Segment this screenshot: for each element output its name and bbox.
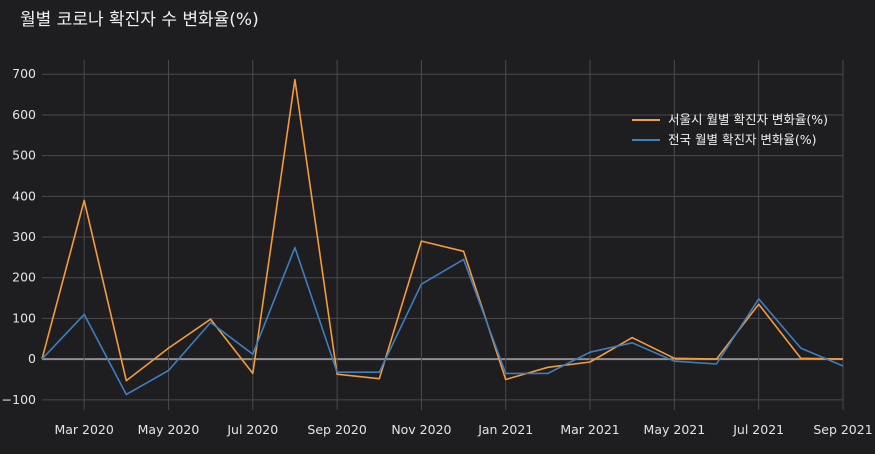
- y-tick-label: 700: [12, 66, 36, 81]
- x-tick-label: Mar 2020: [54, 422, 113, 437]
- y-tick-label: 100: [12, 310, 36, 325]
- legend-label: 전국 월별 확진자 변화율(%): [668, 132, 817, 147]
- x-tick-label: May 2021: [644, 422, 706, 437]
- x-tick-label: Jan 2021: [477, 422, 533, 437]
- x-tick-label: Nov 2020: [391, 422, 451, 437]
- legend-item[interactable]: 서울시 월별 확진자 변화율(%): [632, 112, 828, 127]
- y-tick-label: 300: [12, 229, 36, 244]
- legend-label: 서울시 월별 확진자 변화율(%): [668, 112, 828, 127]
- x-tick-label: Mar 2021: [560, 422, 619, 437]
- legend[interactable]: 서울시 월별 확진자 변화율(%) 전국 월별 확진자 변화율(%): [632, 112, 828, 147]
- chart-title: 월별 코로나 확진자 수 변화율(%): [20, 10, 259, 30]
- series-lines: [41, 78, 844, 396]
- y-axis-ticks: −100 0 100 200 300 400 500 600 700: [2, 66, 36, 407]
- y-tick-label: 500: [12, 148, 36, 163]
- x-axis-ticks: Mar 2020 May 2020 Jul 2020 Sep 2020 Nov 2020…: [54, 422, 872, 437]
- x-gridlines: [83, 60, 844, 410]
- series-line-0: [41, 78, 844, 382]
- x-tick-label: May 2020: [138, 422, 200, 437]
- legend-item[interactable]: 전국 월별 확진자 변화율(%): [632, 132, 817, 147]
- y-tick-label: 0: [28, 351, 36, 366]
- x-tick-label: Sep 2021: [813, 422, 872, 437]
- x-tick-label: Sep 2020: [307, 422, 366, 437]
- series-line-1: [41, 246, 844, 396]
- x-tick-label: Jul 2021: [732, 422, 784, 437]
- y-tick-label: 600: [12, 107, 36, 122]
- y-tick-label: 200: [12, 270, 36, 285]
- x-tick-label: Jul 2020: [226, 422, 278, 437]
- y-tick-label: 400: [12, 188, 36, 203]
- y-tick-label: −100: [2, 392, 36, 407]
